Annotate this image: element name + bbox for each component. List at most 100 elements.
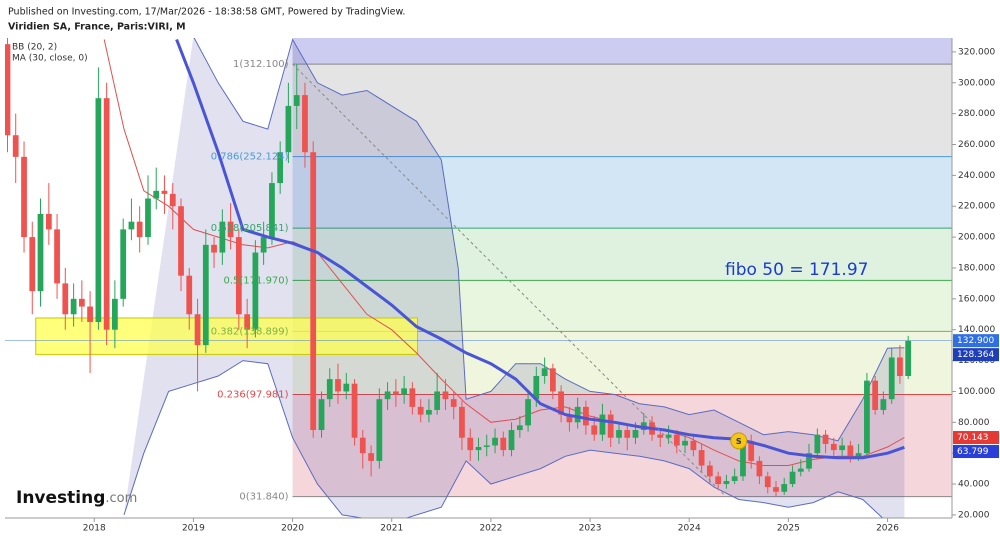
y-tick-label: 160.000: [958, 294, 995, 304]
fib-level-label: 0.5(171.970): [224, 275, 289, 286]
candle-body: [87, 306, 93, 322]
bb-upper: [193, 38, 905, 442]
candle-body: [78, 298, 85, 307]
candle-body: [549, 368, 556, 392]
candle-body: [450, 399, 457, 407]
price-tag-label: 70.143: [957, 433, 989, 443]
candle-body: [285, 105, 292, 153]
x-tick-label: 2022: [479, 524, 502, 534]
candle-body: [508, 430, 515, 451]
candle-body: [202, 244, 209, 346]
price-tag: [953, 445, 999, 459]
candle-body: [822, 434, 829, 444]
y-tick-label: 280.000: [958, 109, 995, 119]
candle-body: [37, 213, 44, 292]
candle-body: [789, 471, 796, 485]
overlay: 1(312.100) 0.786(252.124) 0.618(205.841) 0.…: [83, 47, 999, 534]
candle-body: [459, 406, 465, 438]
y-tick-label: 220.000: [958, 202, 995, 212]
candle-body: [417, 406, 424, 415]
y-tick-label: 180.000: [958, 263, 995, 273]
candle-body: [847, 445, 854, 457]
candle-body: [616, 430, 622, 438]
legend-entry: MA (30, close, 0): [12, 54, 88, 64]
candle-body: [607, 414, 614, 438]
candle-body: [269, 183, 275, 238]
x-tick-label: 2021: [380, 524, 403, 534]
y-tick-label: 300.000: [958, 78, 995, 88]
y-tick-label: 20.000: [958, 510, 990, 520]
candle-body: [591, 425, 598, 435]
candle-body: [70, 298, 77, 315]
candle-body: [103, 98, 110, 330]
candle-body: [186, 275, 193, 315]
candle-body: [897, 357, 903, 377]
logo-brand: Investing: [16, 488, 105, 508]
candle-body: [855, 453, 862, 457]
candle-body: [310, 152, 317, 431]
x-tick-label: 2019: [182, 524, 205, 534]
candle-body: [384, 391, 391, 400]
candle-body: [872, 380, 879, 410]
candle-body: [260, 237, 267, 253]
candle-body: [773, 487, 779, 492]
price-tag-label: 132.900: [957, 336, 994, 346]
price-tag-label: 63.799: [957, 447, 989, 457]
candle-body: [516, 425, 523, 431]
fib-level-label: 1(312.100): [233, 59, 289, 70]
candle-body: [715, 476, 722, 485]
candle-body: [830, 443, 837, 451]
candle-body: [277, 152, 284, 184]
candle-body: [145, 198, 151, 238]
candle-body: [359, 437, 366, 454]
candle-body: [401, 388, 408, 395]
candle-body: [136, 221, 143, 238]
candle-body: [293, 95, 300, 106]
legend-entry: BB (20, 2): [12, 43, 57, 53]
candle-body: [252, 252, 259, 330]
published-note: Published on Investing.com, 17/Mar/2026 …: [8, 7, 405, 18]
candle-body: [120, 229, 127, 299]
candle-body: [492, 437, 498, 446]
candle-body: [343, 383, 350, 392]
x-tick-label: 2025: [777, 524, 800, 534]
x-tick-label: 2018: [83, 524, 106, 534]
logo-suffix: .com: [105, 491, 137, 506]
fib-zone: [292, 228, 952, 281]
candle-body: [624, 430, 631, 438]
candle-body: [45, 213, 52, 230]
candle-body: [698, 450, 705, 466]
candle-body: [748, 440, 755, 461]
candle-body: [665, 434, 672, 438]
candle-body: [21, 156, 27, 238]
candle-body: [426, 409, 432, 415]
candle-body: [62, 283, 69, 315]
candle-body: [740, 440, 746, 477]
x-tick-label: 2020: [281, 524, 304, 534]
fib-level-label: 0.618(205.841): [211, 223, 289, 234]
candle-body: [706, 465, 713, 477]
candle-body: [475, 447, 482, 451]
y-tick-label: 140.000: [958, 325, 995, 335]
candle-body: [227, 221, 234, 238]
price-tag: [953, 431, 999, 445]
bb-fill: [124, 38, 905, 518]
highlight-box: [35, 317, 419, 355]
price-tag: [953, 334, 999, 348]
candle-body: [219, 221, 226, 253]
candle-body: [128, 221, 135, 230]
y-tick-label: 100.000: [958, 387, 995, 397]
candle-body: [781, 484, 788, 492]
ma-line: [175, 38, 905, 460]
y-tick-label: 240.000: [958, 171, 995, 181]
price-tag: [953, 348, 999, 362]
symbol-title: Viridien SA, France, Paris:VIRI, M: [8, 22, 186, 33]
candle-body: [178, 206, 184, 276]
candle-body: [111, 298, 118, 330]
candle-body: [235, 237, 242, 315]
candle-body: [318, 399, 325, 431]
candle-body: [29, 237, 36, 292]
annotation: fibo 50 = 171.97: [725, 260, 868, 280]
